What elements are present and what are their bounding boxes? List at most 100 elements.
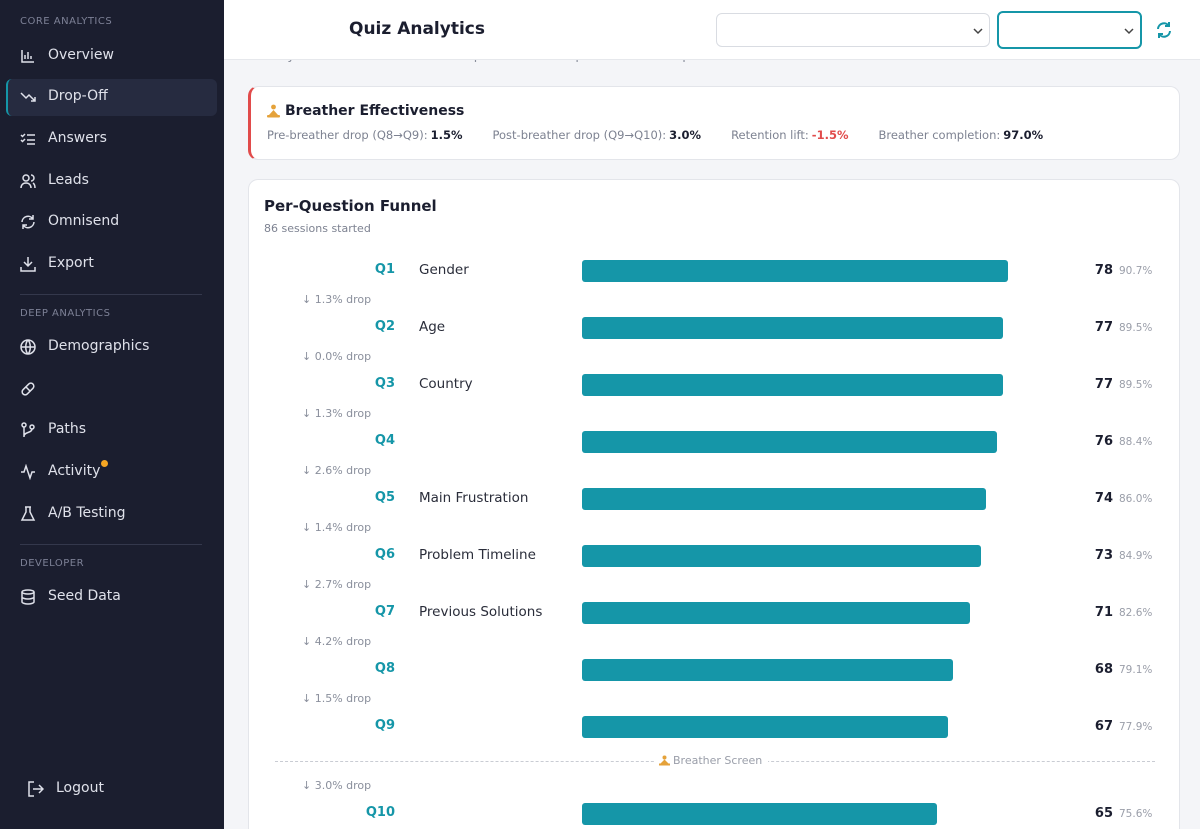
nav-icon bbox=[20, 92, 36, 102]
section-title: CORE ANALYTICS bbox=[20, 16, 113, 27]
count: 68 bbox=[1094, 662, 1113, 677]
percent: 89.5% bbox=[1119, 379, 1153, 391]
card-title: Breather Effectiveness bbox=[285, 103, 465, 119]
select[interactable] bbox=[997, 11, 1142, 49]
percent: 77.9% bbox=[1119, 721, 1153, 733]
stat: Pre-breather drop (Q8→Q9): 1.5% bbox=[267, 128, 462, 142]
nav-icon bbox=[20, 339, 36, 355]
stat: Breather completion: 97.0% bbox=[878, 128, 1043, 142]
count: 74 bbox=[1094, 491, 1113, 506]
percent: 89.5% bbox=[1119, 322, 1153, 334]
bar bbox=[582, 602, 970, 624]
question-id: Q7 bbox=[374, 604, 395, 619]
nav-icon bbox=[21, 215, 35, 229]
chevron bbox=[973, 28, 983, 35]
nav-item[interactable]: A/B Testing bbox=[48, 505, 126, 521]
nav-item[interactable]: Paths bbox=[48, 421, 87, 437]
bar bbox=[582, 545, 981, 567]
nav-item[interactable]: Export bbox=[48, 255, 94, 271]
count: 78 bbox=[1094, 263, 1113, 278]
question-id: Q10 bbox=[365, 805, 395, 820]
drop-label: ↓ 0.0% drop bbox=[302, 350, 372, 363]
section-title: DEEP ANALYTICS bbox=[20, 308, 111, 319]
stat-value: 3.0% bbox=[669, 128, 702, 142]
nav-icon bbox=[21, 589, 35, 605]
nav-icon bbox=[21, 382, 35, 396]
active-item bbox=[6, 79, 217, 116]
percent: 90.7% bbox=[1119, 265, 1153, 277]
question-label: Age bbox=[419, 319, 446, 335]
main: Identify where users abandon the quiz an… bbox=[224, 0, 1200, 829]
bar bbox=[582, 374, 1003, 396]
question-label: Gender bbox=[419, 262, 469, 278]
percent: 75.6% bbox=[1119, 808, 1153, 820]
divider bbox=[20, 294, 202, 295]
nav-icon bbox=[20, 257, 36, 272]
drop-label: ↓ 2.6% drop bbox=[302, 464, 372, 477]
question-label: Main Frustration bbox=[419, 490, 529, 506]
question-id: Q4 bbox=[374, 433, 395, 448]
notification-dot bbox=[101, 460, 108, 467]
stat-label: Retention lift: bbox=[731, 128, 809, 142]
count: 77 bbox=[1094, 377, 1113, 392]
nav-icon bbox=[20, 133, 35, 145]
bar bbox=[582, 431, 998, 453]
stat-value: -1.5% bbox=[811, 128, 849, 142]
nav-icon bbox=[20, 506, 36, 521]
question-id: Q5 bbox=[374, 490, 395, 505]
card-title: Per-Question Funnel bbox=[264, 197, 437, 215]
count: 67 bbox=[1094, 719, 1113, 734]
nav-item[interactable]: Answers bbox=[48, 130, 107, 146]
percent: 86.0% bbox=[1119, 493, 1153, 505]
stat: Post-breather drop (Q9→Q10): 3.0% bbox=[492, 128, 701, 142]
stat-label: Post-breather drop (Q9→Q10): bbox=[492, 128, 667, 142]
nav-icon bbox=[21, 464, 35, 480]
logout[interactable]: Logout bbox=[56, 780, 104, 796]
stat-label: Pre-breather drop (Q8→Q9): bbox=[267, 128, 428, 142]
bar bbox=[582, 317, 1003, 339]
question-id: Q9 bbox=[374, 718, 395, 733]
bar bbox=[582, 260, 1008, 282]
refresh-button[interactable] bbox=[1155, 21, 1173, 39]
nav-item[interactable]: Drop-Off bbox=[48, 88, 108, 104]
bar bbox=[582, 716, 948, 738]
percent: 84.9% bbox=[1119, 550, 1153, 562]
nav-item[interactable]: Overview bbox=[48, 47, 114, 63]
question-id: Q8 bbox=[374, 661, 395, 676]
count: 65 bbox=[1094, 806, 1113, 821]
question-id: Q6 bbox=[374, 547, 395, 562]
bar bbox=[582, 488, 987, 510]
drop-label: ↓ 4.2% drop bbox=[302, 635, 372, 648]
question-id: Q2 bbox=[374, 319, 395, 334]
drop-label: ↓ 3.0% drop bbox=[302, 779, 372, 792]
sidebar: CORE ANALYTICS Overview Drop-Off Answers Lea… bbox=[0, 0, 224, 829]
bar bbox=[582, 803, 937, 825]
nav-icon bbox=[21, 50, 34, 63]
funnel-card: Per-Question Funnel 86 sessions started … bbox=[248, 179, 1180, 829]
nav-icon bbox=[21, 422, 35, 437]
stat-label: Breather completion: bbox=[878, 128, 1001, 142]
question-id: Q3 bbox=[374, 376, 395, 391]
drop-label: ↓ 2.7% drop bbox=[302, 578, 372, 591]
percent: 82.6% bbox=[1119, 607, 1153, 619]
stat: Retention lift: -1.5% bbox=[731, 128, 848, 142]
question-label: Previous Solutions bbox=[419, 604, 543, 620]
stat-value: 1.5% bbox=[430, 128, 463, 142]
nav-item[interactable]: Activity bbox=[48, 463, 101, 479]
breather-card: Breather Effectiveness Pre-breather drop… bbox=[248, 86, 1180, 160]
nav-icon bbox=[20, 174, 36, 189]
nav-item[interactable]: Demographics bbox=[48, 338, 150, 354]
chevron bbox=[1124, 28, 1134, 35]
stat-value: 97.0% bbox=[1003, 128, 1044, 142]
bar bbox=[582, 659, 954, 681]
section-title: DEVELOPER bbox=[20, 558, 85, 569]
breather-icon bbox=[659, 755, 670, 766]
drop-label: ↓ 1.3% drop bbox=[302, 407, 372, 420]
count: 73 bbox=[1094, 548, 1113, 563]
divider bbox=[20, 544, 202, 545]
select[interactable] bbox=[716, 13, 990, 47]
nav-item[interactable]: Seed Data bbox=[48, 588, 121, 604]
nav-item[interactable]: Omnisend bbox=[48, 213, 120, 229]
nav-item[interactable]: Leads bbox=[48, 172, 89, 188]
